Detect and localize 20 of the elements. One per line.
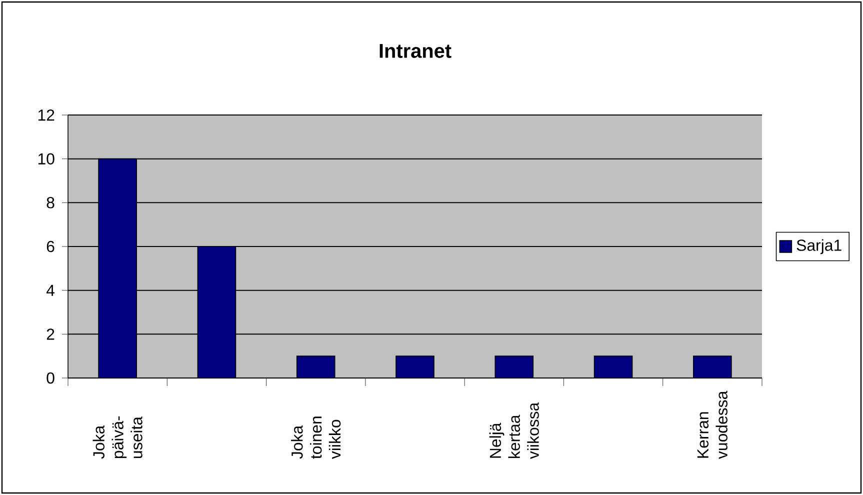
bar: [494, 356, 534, 378]
y-tick-label: 0: [46, 372, 54, 384]
bar: [98, 158, 137, 378]
bar: [296, 356, 336, 378]
chart-title: Intranet: [380, 44, 452, 58]
x-tick-label: Joka toinen viikko: [291, 416, 341, 459]
bar: [197, 246, 236, 378]
bar: [594, 356, 633, 378]
legend-label: Sarja1: [796, 239, 842, 254]
y-tick-label: 4: [46, 284, 54, 296]
y-tick-label: 6: [46, 240, 54, 252]
bar: [396, 356, 434, 378]
x-tick-label: Neljä kertaa viikossa: [489, 402, 539, 459]
y-tick-label: 2: [46, 328, 54, 340]
y-tick-label: 10: [38, 153, 54, 164]
x-tick-label: Kerran vuodessa: [697, 390, 728, 459]
y-tick-label: 12: [38, 109, 54, 121]
bar: [693, 356, 732, 378]
x-tick-label: Joka päivä-useita: [92, 416, 142, 459]
y-tick-label: 8: [46, 197, 54, 208]
